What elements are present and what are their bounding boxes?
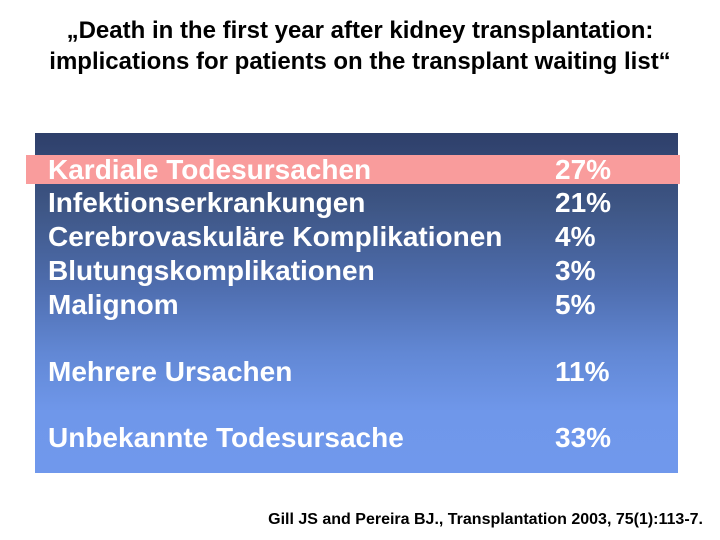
table-row: Malignom 5% xyxy=(35,290,678,319)
highlight-row-background xyxy=(26,155,680,184)
table-row: Blutungskomplikationen 3% xyxy=(35,256,678,285)
slide-title-line-1: „Death in the first year after kidney tr… xyxy=(66,17,654,44)
row-value: 21% xyxy=(555,187,612,218)
row-value: 5% xyxy=(555,289,596,320)
row-label: Blutungskomplikationen xyxy=(48,255,375,286)
row-label: Malignom xyxy=(48,289,179,320)
row-value: 27% xyxy=(555,154,612,185)
row-label: Mehrere Ursachen xyxy=(48,356,293,387)
table-row: Mehrere Ursachen 11% xyxy=(35,357,678,386)
row-label: Infektionserkrankungen xyxy=(48,187,366,218)
row-value: 33% xyxy=(555,422,612,453)
causes-table-panel: Kardiale Todesursachen 27% Infektionserkra… xyxy=(26,133,680,473)
slide-title: „Death in the first year after kidney tr… xyxy=(0,15,720,77)
table-row: Unbekannte Todesursache 33% xyxy=(35,423,678,452)
causes-rows: Kardiale Todesursachen 27% Infektionserkra… xyxy=(35,133,678,473)
table-row: Infektionserkrankungen 21% xyxy=(35,188,678,217)
slide-title-line-2: implications for patients on the transpl… xyxy=(49,48,671,75)
row-value: 3% xyxy=(555,255,596,286)
row-value: 4% xyxy=(555,221,596,252)
table-row: Cerebrovaskuläre Komplikationen 4% xyxy=(35,222,678,251)
row-value: 11% xyxy=(555,356,610,387)
row-label: Unbekannte Todesursache xyxy=(48,422,404,453)
citation-reference: Gill JS and Pereira BJ., Transplantation… xyxy=(268,511,703,528)
table-row: Kardiale Todesursachen 27% xyxy=(35,155,678,184)
row-label: Cerebrovaskuläre Komplikationen xyxy=(48,221,503,252)
row-label: Kardiale Todesursachen xyxy=(48,154,372,185)
